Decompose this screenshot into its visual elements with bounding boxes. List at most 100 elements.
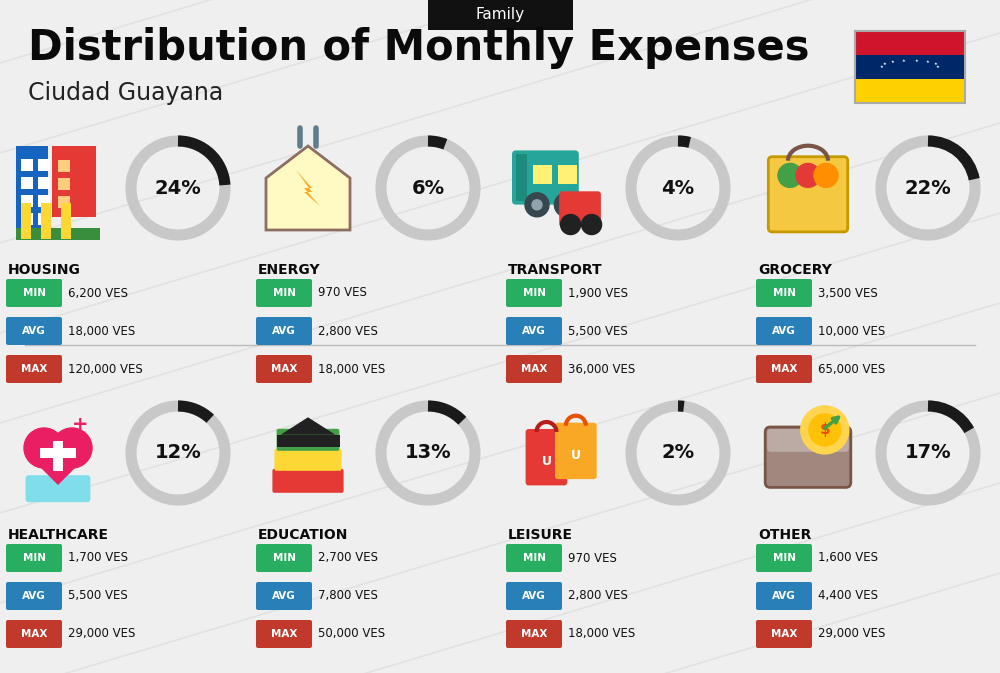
FancyBboxPatch shape (765, 427, 851, 487)
Circle shape (52, 428, 92, 468)
Text: MIN: MIN (272, 553, 296, 563)
FancyBboxPatch shape (21, 177, 33, 189)
Text: MIN: MIN (272, 288, 296, 298)
FancyBboxPatch shape (256, 317, 312, 345)
Text: AVG: AVG (522, 326, 546, 336)
FancyBboxPatch shape (272, 469, 344, 493)
FancyBboxPatch shape (6, 279, 62, 307)
Polygon shape (28, 455, 88, 485)
Text: ★: ★ (936, 65, 940, 69)
FancyBboxPatch shape (21, 213, 33, 225)
FancyBboxPatch shape (38, 159, 50, 171)
FancyBboxPatch shape (26, 475, 90, 502)
Text: 1,600 VES: 1,600 VES (818, 551, 878, 565)
Text: ★: ★ (902, 59, 906, 63)
Text: AVG: AVG (22, 326, 46, 336)
Text: 18,000 VES: 18,000 VES (318, 363, 385, 376)
Text: LEISURE: LEISURE (508, 528, 573, 542)
Text: 2,700 VES: 2,700 VES (318, 551, 378, 565)
Text: 50,000 VES: 50,000 VES (318, 627, 385, 641)
FancyBboxPatch shape (276, 435, 340, 447)
FancyBboxPatch shape (274, 449, 342, 471)
FancyBboxPatch shape (512, 150, 579, 205)
FancyBboxPatch shape (506, 279, 562, 307)
Text: 970 VES: 970 VES (318, 287, 367, 299)
Circle shape (809, 414, 841, 446)
FancyBboxPatch shape (526, 429, 567, 485)
Polygon shape (296, 170, 320, 206)
Text: MAX: MAX (271, 629, 297, 639)
Text: 29,000 VES: 29,000 VES (818, 627, 885, 641)
FancyBboxPatch shape (506, 620, 562, 648)
FancyBboxPatch shape (506, 355, 562, 383)
Text: ★: ★ (883, 63, 887, 67)
Text: MAX: MAX (521, 629, 547, 639)
FancyBboxPatch shape (6, 582, 62, 610)
FancyBboxPatch shape (855, 55, 965, 79)
Text: 970 VES: 970 VES (568, 551, 617, 565)
FancyBboxPatch shape (768, 157, 848, 232)
FancyBboxPatch shape (559, 191, 601, 227)
Text: 1,700 VES: 1,700 VES (68, 551, 128, 565)
Text: +: + (72, 415, 88, 435)
Text: MAX: MAX (21, 629, 47, 639)
FancyBboxPatch shape (256, 279, 312, 307)
Circle shape (582, 215, 602, 234)
Text: TRANSPORT: TRANSPORT (508, 263, 603, 277)
Circle shape (554, 192, 578, 217)
Text: 10,000 VES: 10,000 VES (818, 324, 885, 337)
Circle shape (561, 215, 581, 234)
Text: 6%: 6% (411, 178, 445, 197)
FancyBboxPatch shape (52, 146, 96, 217)
Text: MAX: MAX (521, 364, 547, 374)
Text: 1,900 VES: 1,900 VES (568, 287, 628, 299)
FancyBboxPatch shape (555, 423, 597, 479)
FancyBboxPatch shape (506, 544, 562, 572)
FancyBboxPatch shape (256, 355, 312, 383)
Text: AVG: AVG (22, 591, 46, 601)
FancyBboxPatch shape (16, 146, 48, 230)
FancyBboxPatch shape (58, 197, 70, 208)
FancyBboxPatch shape (16, 228, 100, 240)
FancyBboxPatch shape (53, 441, 63, 471)
FancyBboxPatch shape (21, 159, 33, 171)
Text: 29,000 VES: 29,000 VES (68, 627, 135, 641)
FancyBboxPatch shape (533, 165, 552, 184)
Text: MIN: MIN (522, 553, 546, 563)
FancyBboxPatch shape (256, 544, 312, 572)
Text: MIN: MIN (772, 553, 796, 563)
Text: MIN: MIN (772, 288, 796, 298)
Text: $: $ (819, 423, 830, 437)
Circle shape (24, 428, 64, 468)
Text: 22%: 22% (905, 178, 951, 197)
FancyBboxPatch shape (756, 544, 812, 572)
FancyBboxPatch shape (6, 544, 62, 572)
Text: MIN: MIN (22, 288, 46, 298)
FancyBboxPatch shape (756, 355, 812, 383)
Text: ★: ★ (926, 61, 929, 65)
Text: ★: ★ (880, 65, 884, 69)
Circle shape (561, 200, 571, 210)
Text: 4%: 4% (661, 178, 695, 197)
Text: MAX: MAX (771, 364, 797, 374)
Text: Distribution of Monthly Expenses: Distribution of Monthly Expenses (28, 27, 810, 69)
Text: ★: ★ (933, 63, 937, 67)
FancyBboxPatch shape (6, 620, 62, 648)
Text: ENERGY: ENERGY (258, 263, 321, 277)
Text: AVG: AVG (272, 591, 296, 601)
Text: MAX: MAX (771, 629, 797, 639)
FancyBboxPatch shape (21, 195, 33, 207)
Text: MAX: MAX (21, 364, 47, 374)
Circle shape (525, 192, 549, 217)
Circle shape (532, 200, 542, 210)
Text: 3,500 VES: 3,500 VES (818, 287, 878, 299)
FancyBboxPatch shape (6, 317, 62, 345)
Text: EDUCATION: EDUCATION (258, 528, 348, 542)
Text: MIN: MIN (22, 553, 46, 563)
Text: 2,800 VES: 2,800 VES (568, 590, 628, 602)
Polygon shape (266, 146, 350, 230)
Text: 12%: 12% (155, 444, 201, 462)
FancyBboxPatch shape (558, 165, 577, 184)
FancyBboxPatch shape (516, 154, 526, 201)
Text: 13%: 13% (405, 444, 451, 462)
